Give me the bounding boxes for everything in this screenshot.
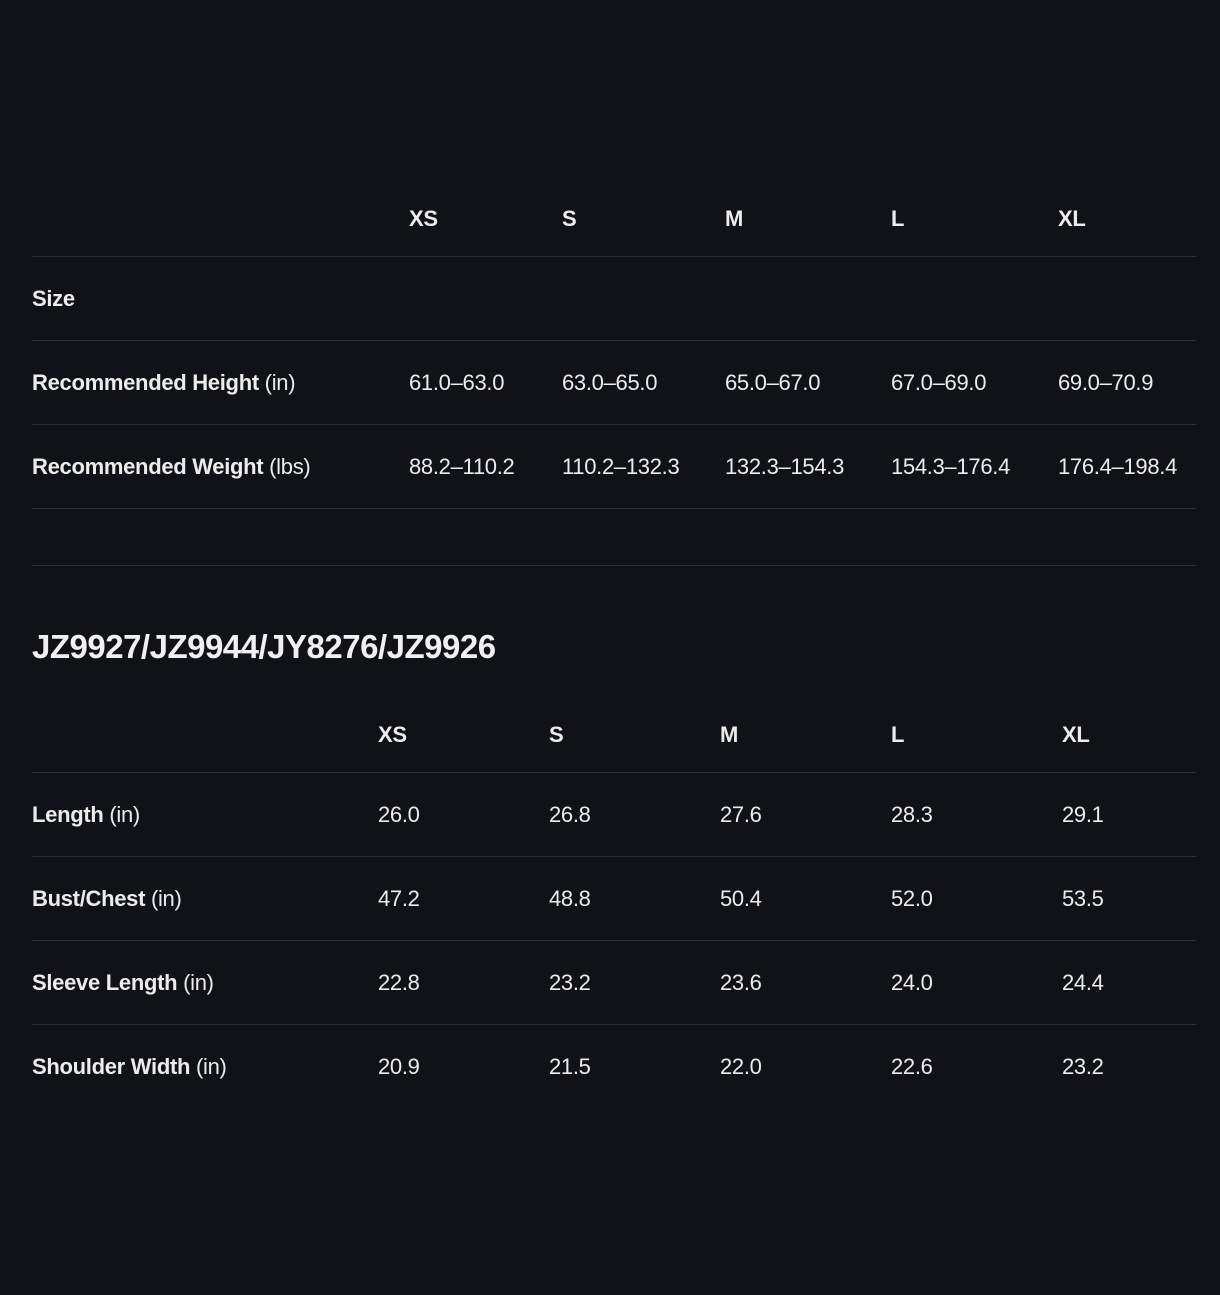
column-header-l: L xyxy=(891,206,905,231)
row-label-text: Sleeve Length xyxy=(32,969,178,995)
column-header-xl: XL xyxy=(1058,206,1086,231)
row-label-text: Size xyxy=(32,285,75,311)
row-label-text: Recommended Weight xyxy=(32,453,264,479)
row-label: Shoulder Width (in) xyxy=(32,1054,227,1080)
row-label-text: Length xyxy=(32,801,104,827)
table-cell: 23.6 xyxy=(720,969,762,995)
table-cell: 26.0 xyxy=(378,801,420,827)
table-cell: 47.2 xyxy=(378,885,420,911)
row-label: Size xyxy=(32,286,75,312)
section-divider xyxy=(32,565,1196,566)
table-cell: 20.9 xyxy=(378,1054,420,1079)
table-cell: 61.0–63.0 xyxy=(409,369,505,395)
measurement-table: XS S M L XL Length (in) 26.0 26.8 27.6 28.3 29.1 Bu… xyxy=(32,703,1196,1109)
table-row: Size xyxy=(32,257,1196,341)
table-cell: 24.4 xyxy=(1062,969,1104,995)
size-recommendation-table: XS S M L XL Size Recommended Height (in) 61.0–6… xyxy=(32,187,1196,509)
table-row: Shoulder Width (in) 20.9 21.5 22.0 22.6 23.2 xyxy=(32,1025,1196,1109)
table-header-row: XS S M L XL xyxy=(32,703,1196,773)
table-cell: 27.6 xyxy=(720,801,762,827)
table-row: Recommended Weight (lbs) 88.2–110.2 110.2–… xyxy=(32,425,1196,509)
table-cell: 69.0–70.9 xyxy=(1058,369,1154,395)
table-cell: 63.0–65.0 xyxy=(562,369,658,395)
table-row: Length (in) 26.0 26.8 27.6 28.3 29.1 xyxy=(32,773,1196,857)
table-row: Sleeve Length (in) 22.8 23.2 23.6 24.0 24.4 xyxy=(32,941,1196,1025)
table-cell: 22.8 xyxy=(378,969,420,995)
row-label: Length (in) xyxy=(32,802,140,828)
table-cell: 22.0 xyxy=(720,1054,762,1079)
table-cell: 23.2 xyxy=(1062,1054,1104,1079)
row-label: Recommended Weight (lbs) xyxy=(32,453,311,480)
table-cell: 176.4–198.4 xyxy=(1058,453,1178,479)
row-label: Recommended Height (in) xyxy=(32,369,296,396)
row-label: Sleeve Length (in) xyxy=(32,970,214,996)
row-label-text: Shoulder Width xyxy=(32,1054,191,1079)
table-cell: 154.3–176.4 xyxy=(891,453,1011,479)
table-cell: 22.6 xyxy=(891,1054,933,1079)
table-cell: 110.2–132.3 xyxy=(562,453,680,479)
row-unit: (in) xyxy=(183,969,214,995)
table-cell: 23.2 xyxy=(549,969,591,995)
column-header-l: L xyxy=(891,722,905,747)
product-codes-title: JZ9927/JZ9944/JY8276/JZ9926 xyxy=(32,628,496,665)
column-header-s: S xyxy=(549,722,564,747)
row-unit: (in) xyxy=(264,369,296,395)
table-row: Bust/Chest (in) 47.2 48.8 50.4 52.0 53.5 xyxy=(32,857,1196,941)
table-cell: 67.0–69.0 xyxy=(891,369,987,395)
table-cell: 48.8 xyxy=(549,885,591,911)
row-unit: (in) xyxy=(150,885,182,911)
row-label-text: Bust/Chest xyxy=(32,885,146,911)
table-cell: 28.3 xyxy=(891,801,933,827)
table-cell: 88.2–110.2 xyxy=(409,453,515,479)
table-cell: 53.5 xyxy=(1062,885,1104,911)
table-cell: 21.5 xyxy=(549,1054,591,1079)
row-unit: (in) xyxy=(195,1054,227,1079)
row-unit: (in) xyxy=(109,801,140,827)
column-header-xl: XL xyxy=(1062,722,1090,747)
table-cell: 52.0 xyxy=(891,885,933,911)
table-cell: 29.1 xyxy=(1062,801,1104,827)
table-cell: 26.8 xyxy=(549,801,591,827)
column-header-s: S xyxy=(562,206,577,231)
table-cell: 65.0–67.0 xyxy=(725,369,821,395)
column-header-m: M xyxy=(720,722,739,747)
row-label-text: Recommended Height xyxy=(32,369,259,395)
row-unit: (lbs) xyxy=(269,453,311,479)
table-cell: 24.0 xyxy=(891,969,933,995)
table-cell: 50.4 xyxy=(720,885,762,911)
column-header-xs: XS xyxy=(409,206,438,231)
table-header-row: XS S M L XL xyxy=(32,187,1196,257)
column-header-m: M xyxy=(725,206,744,231)
column-header-xs: XS xyxy=(378,722,407,747)
table-cell: 132.3–154.3 xyxy=(725,453,845,479)
table-row: Recommended Height (in) 61.0–63.0 63.0–65.… xyxy=(32,341,1196,425)
row-label: Bust/Chest (in) xyxy=(32,886,182,912)
